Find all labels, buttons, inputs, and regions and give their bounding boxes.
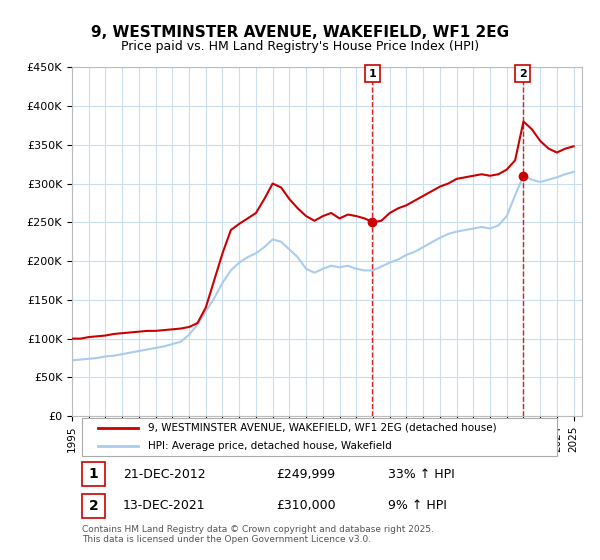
Text: 1: 1 [89,468,98,482]
FancyBboxPatch shape [82,463,105,486]
Text: £249,999: £249,999 [276,468,335,481]
Text: 9% ↑ HPI: 9% ↑ HPI [388,500,447,512]
Text: 21-DEC-2012: 21-DEC-2012 [123,468,206,481]
Text: 2: 2 [89,499,98,513]
Text: Price paid vs. HM Land Registry's House Price Index (HPI): Price paid vs. HM Land Registry's House … [121,40,479,53]
Text: 33% ↑ HPI: 33% ↑ HPI [388,468,455,481]
FancyBboxPatch shape [82,418,557,456]
Text: 13-DEC-2021: 13-DEC-2021 [123,500,206,512]
Text: 1: 1 [368,69,376,79]
Text: Contains HM Land Registry data © Crown copyright and database right 2025.
This d: Contains HM Land Registry data © Crown c… [82,525,434,544]
FancyBboxPatch shape [82,494,105,518]
Text: HPI: Average price, detached house, Wakefield: HPI: Average price, detached house, Wake… [149,441,392,451]
Text: 9, WESTMINSTER AVENUE, WAKEFIELD, WF1 2EG (detached house): 9, WESTMINSTER AVENUE, WAKEFIELD, WF1 2E… [149,423,497,433]
Text: 2: 2 [519,69,527,79]
Text: £310,000: £310,000 [276,500,335,512]
Text: 9, WESTMINSTER AVENUE, WAKEFIELD, WF1 2EG: 9, WESTMINSTER AVENUE, WAKEFIELD, WF1 2E… [91,25,509,40]
